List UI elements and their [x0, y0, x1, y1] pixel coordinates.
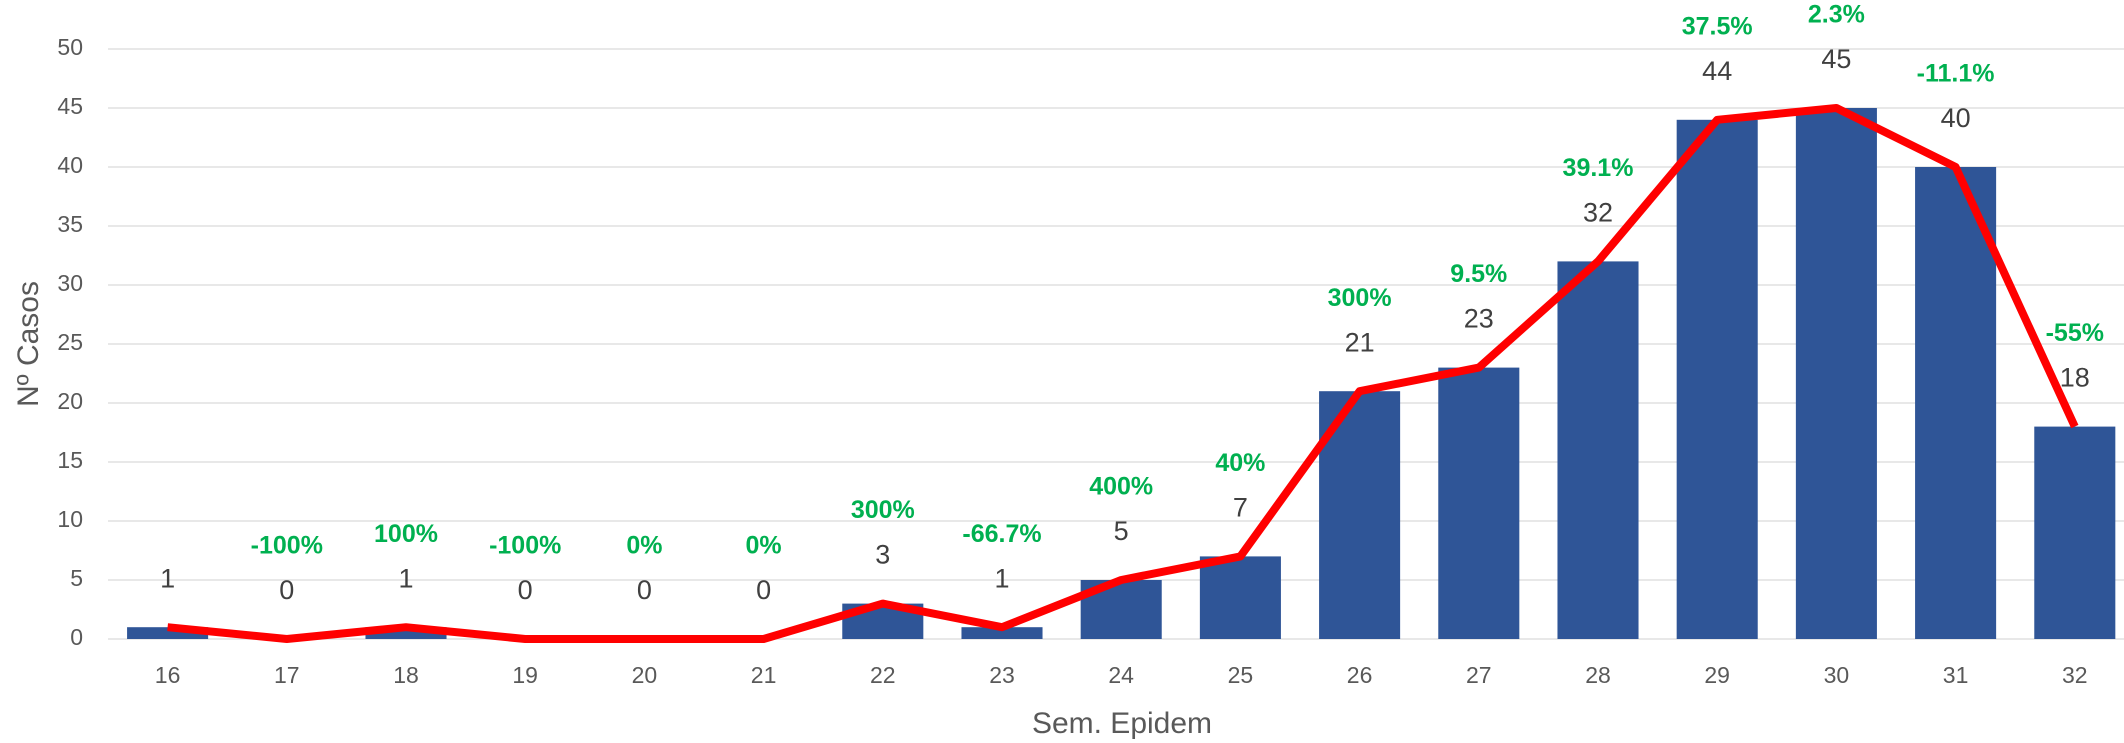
y-tick-label: 20	[57, 388, 83, 414]
change-label: 0%	[746, 532, 782, 560]
data-label: 1	[160, 563, 175, 593]
data-label: 3	[875, 540, 890, 570]
change-label: 39.1%	[1563, 154, 1634, 182]
data-label: 23	[1464, 304, 1494, 334]
y-tick-label: 45	[57, 93, 83, 119]
y-tick-label: 5	[70, 565, 83, 591]
change-label: 300%	[851, 496, 915, 524]
x-axis-title: Sem. Epidem	[1032, 707, 1212, 740]
bar	[1557, 261, 1639, 639]
y-tick-label: 25	[57, 329, 83, 355]
x-tick-label: 21	[751, 662, 777, 688]
change-label: 0%	[626, 532, 662, 560]
x-tick-label: 28	[1585, 662, 1611, 688]
x-tick-label: 30	[1824, 662, 1850, 688]
data-label: 0	[756, 575, 771, 605]
data-label: 0	[518, 575, 533, 605]
y-tick-label: 30	[57, 270, 83, 296]
x-tick-label: 24	[1108, 662, 1134, 688]
data-label: 7	[1233, 493, 1248, 523]
bar	[365, 627, 447, 639]
change-label: -66.7%	[962, 520, 1041, 548]
x-tick-label: 23	[989, 662, 1015, 688]
change-label: 100%	[374, 520, 438, 548]
data-label: 18	[2060, 363, 2090, 393]
bar	[1676, 119, 1758, 640]
bar	[1438, 367, 1520, 639]
y-tick-label: 50	[57, 34, 83, 60]
change-label: 40%	[1215, 449, 1265, 477]
bar	[961, 627, 1043, 639]
y-tick-label: 0	[70, 624, 83, 650]
data-label: 32	[1583, 198, 1613, 228]
change-label: -100%	[251, 532, 323, 560]
change-label: 37.5%	[1682, 12, 1753, 40]
data-label: 44	[1702, 56, 1732, 86]
data-label: 45	[1821, 44, 1851, 74]
x-tick-label: 26	[1347, 662, 1373, 688]
data-label: 1	[994, 563, 1009, 593]
x-tick-label: 17	[274, 662, 300, 688]
data-label: 40	[1941, 103, 1971, 133]
change-label: 9.5%	[1450, 260, 1507, 288]
change-label: -11.1%	[1917, 60, 1995, 88]
change-label: -100%	[489, 532, 561, 560]
x-tick-label: 19	[512, 662, 538, 688]
x-tick-label: 27	[1466, 662, 1492, 688]
change-label: 300%	[1328, 284, 1392, 312]
y-tick-label: 35	[57, 211, 83, 237]
bar	[2034, 426, 2116, 639]
x-tick-label: 32	[2062, 662, 2088, 688]
data-label: 21	[1345, 327, 1375, 357]
trend-line	[167, 104, 2079, 643]
x-tick-label: 22	[870, 662, 896, 688]
x-tick-label: 25	[1228, 662, 1254, 688]
data-label: 0	[637, 575, 652, 605]
bar	[127, 627, 209, 639]
change-label: 400%	[1089, 473, 1153, 501]
bar	[1199, 556, 1281, 639]
data-label: 1	[398, 563, 413, 593]
x-tick-label: 31	[1943, 662, 1969, 688]
y-tick-label: 40	[57, 152, 83, 178]
x-tick-label: 18	[393, 662, 419, 688]
change-label: -55%	[2046, 319, 2104, 347]
bar	[1795, 108, 1877, 639]
bar	[1915, 167, 1997, 639]
y-tick-label: 15	[57, 447, 83, 473]
data-label: 5	[1114, 516, 1129, 546]
y-axis-title: Nº Casos	[12, 281, 45, 407]
x-tick-label: 16	[155, 662, 181, 688]
change-label: 2.3%	[1808, 1, 1865, 29]
x-tick-label: 20	[632, 662, 658, 688]
data-label: 0	[279, 575, 294, 605]
y-tick-label: 10	[57, 506, 83, 532]
x-tick-label: 29	[1704, 662, 1730, 688]
